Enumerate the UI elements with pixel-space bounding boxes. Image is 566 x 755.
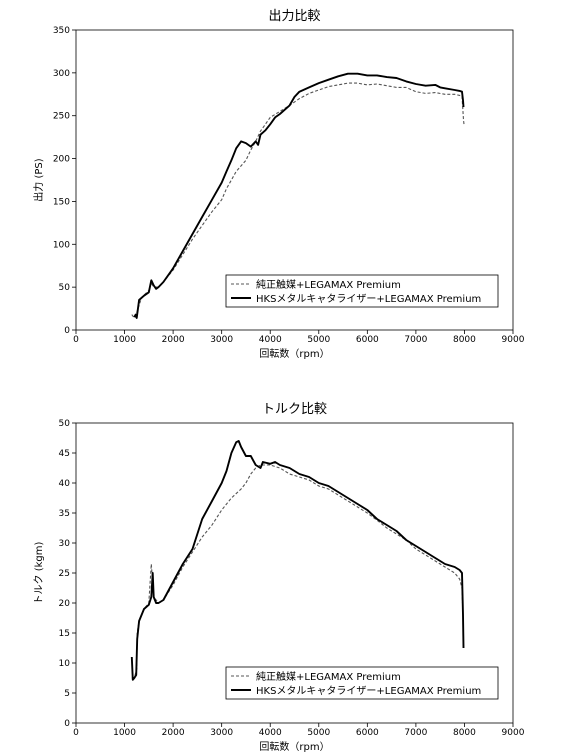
series-line-hks [133, 72, 465, 319]
y-tick-label: 10 [59, 659, 71, 669]
y-axis-label: トルク (kgm) [33, 541, 45, 604]
x-axis-label: 回転数（rpm） [259, 740, 329, 753]
series-line-stock [131, 464, 464, 679]
y-tick-label: 300 [53, 69, 70, 79]
x-tick-label: 9000 [502, 335, 525, 345]
x-tick-label: 3000 [210, 728, 233, 738]
y-tick-label: 40 [59, 479, 71, 489]
x-tick-label: 4000 [259, 728, 282, 738]
plot-frame [75, 29, 514, 331]
y-tick-label: 50 [59, 419, 71, 429]
y-tick-label: 0 [64, 719, 70, 729]
x-tick-label: 8000 [453, 728, 476, 738]
x-tick-label: 8000 [453, 335, 476, 345]
legend-label: HKSメタルキャタライザー+LEGAMAX Premium [256, 293, 481, 305]
x-tick-label: 9000 [502, 728, 525, 738]
y-axis-label: 出力 (PS) [32, 158, 45, 201]
legend-box [225, 274, 499, 308]
y-tick-label: 200 [53, 155, 70, 165]
series-line-hks [130, 440, 465, 681]
torque-chart: トルク比較 0 5 10 15 20 25 30 35 40 45 50 0 1000 2000 3000 40… [33, 402, 525, 753]
legend-label: 純正触媒+LEGAMAX Premium [256, 278, 401, 291]
y-tick-label: 35 [59, 509, 70, 519]
x-tick-label: 1000 [113, 728, 136, 738]
y-tick-label: 350 [53, 26, 70, 36]
x-axis-label: 回転数（rpm） [259, 347, 329, 360]
y-tick-label: 25 [59, 569, 70, 579]
x-tick-label: 5000 [307, 335, 330, 345]
x-tick-label: 1000 [113, 335, 136, 345]
y-tick-label: 15 [59, 629, 70, 639]
y-tick-label: 20 [59, 599, 71, 609]
power-chart: 出力比較 0 50 100 150 200 250 300 350 0 1000 2000 3000 40… [32, 9, 525, 360]
x-tick-label: 2000 [162, 728, 185, 738]
x-tick-label: 0 [73, 335, 79, 345]
x-tick-label: 3000 [210, 335, 233, 345]
y-tick-label: 100 [53, 240, 70, 250]
legend-label: HKSメタルキャタライザー+LEGAMAX Premium [256, 685, 481, 697]
x-tick-label: 0 [73, 728, 79, 738]
x-tick-label: 7000 [404, 728, 427, 738]
y-tick-label: 45 [59, 449, 70, 459]
y-tick-label: 150 [53, 197, 70, 207]
x-tick-label: 6000 [356, 335, 379, 345]
y-tick-label: 30 [59, 539, 71, 549]
y-tick-label: 5 [64, 689, 70, 699]
y-tick-label: 50 [59, 283, 71, 293]
legend-label: 純正触媒+LEGAMAX Premium [256, 670, 401, 683]
x-tick-label: 4000 [259, 335, 282, 345]
y-tick-label: 0 [64, 326, 70, 336]
chart-title: トルク比較 [262, 402, 327, 417]
x-tick-label: 2000 [162, 335, 185, 345]
x-tick-label: 7000 [404, 335, 427, 345]
x-tick-label: 5000 [307, 728, 330, 738]
legend-box [225, 666, 499, 700]
y-tick-label: 250 [53, 112, 70, 122]
x-tick-label: 6000 [356, 728, 379, 738]
chart-title: 出力比較 [268, 9, 320, 24]
